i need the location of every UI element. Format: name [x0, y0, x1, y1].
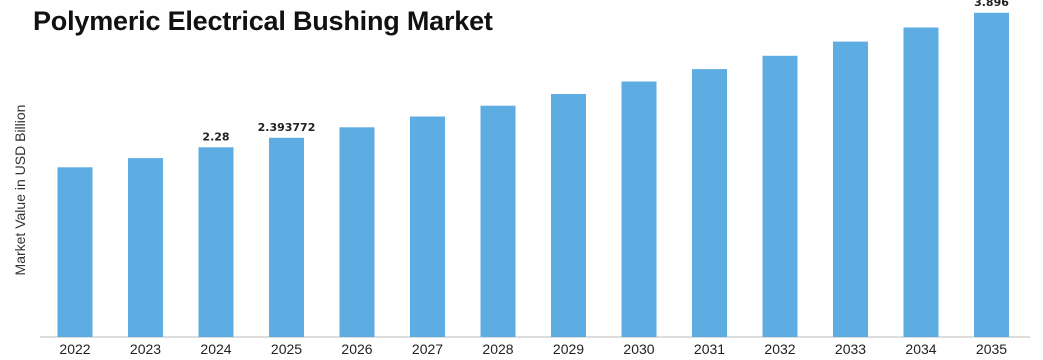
x-tick-2032: 2032 [764, 341, 795, 357]
x-tick-2033: 2033 [835, 341, 866, 357]
bar-2026 [339, 127, 375, 337]
x-tick-2023: 2023 [130, 341, 161, 357]
bar-2022 [57, 167, 93, 337]
data-label-2025: 2.393772 [258, 121, 316, 134]
x-tick-2028: 2028 [482, 341, 513, 357]
bar-2030 [621, 81, 657, 337]
x-tick-2022: 2022 [59, 341, 90, 357]
chart-title: Polymeric Electrical Bushing Market [33, 6, 493, 36]
bar-2029 [551, 94, 586, 337]
bar-2027 [410, 116, 445, 337]
bar-2028 [480, 105, 516, 337]
x-tick-2030: 2030 [623, 341, 654, 357]
bar-2034 [903, 27, 939, 337]
data-label-2035: 3.896 [974, 0, 1009, 9]
x-tick-2034: 2034 [905, 341, 936, 357]
x-tick-2027: 2027 [412, 341, 443, 357]
bar-2033 [833, 41, 868, 337]
bar-2032 [762, 55, 798, 338]
bar-2031 [692, 69, 727, 337]
x-tick-2031: 2031 [694, 341, 725, 357]
bar-2024 [198, 147, 234, 337]
data-labels-group: 2.28 2.393772 3.896 [202, 0, 1009, 143]
bar-2023 [128, 158, 163, 337]
data-label-2024: 2.28 [202, 130, 229, 143]
x-tick-2026: 2026 [341, 341, 372, 357]
bar-2035 [974, 12, 1009, 338]
x-ticks-group: 2022 2023 2024 2025 2026 2027 2028 2029 2030 2031… [59, 341, 1007, 357]
bar-2025 [269, 137, 304, 337]
x-tick-2024: 2024 [200, 341, 231, 357]
x-tick-2029: 2029 [553, 341, 584, 357]
x-tick-2035: 2035 [976, 341, 1007, 357]
x-tick-2025: 2025 [271, 341, 302, 357]
bars-group [57, 12, 1009, 338]
